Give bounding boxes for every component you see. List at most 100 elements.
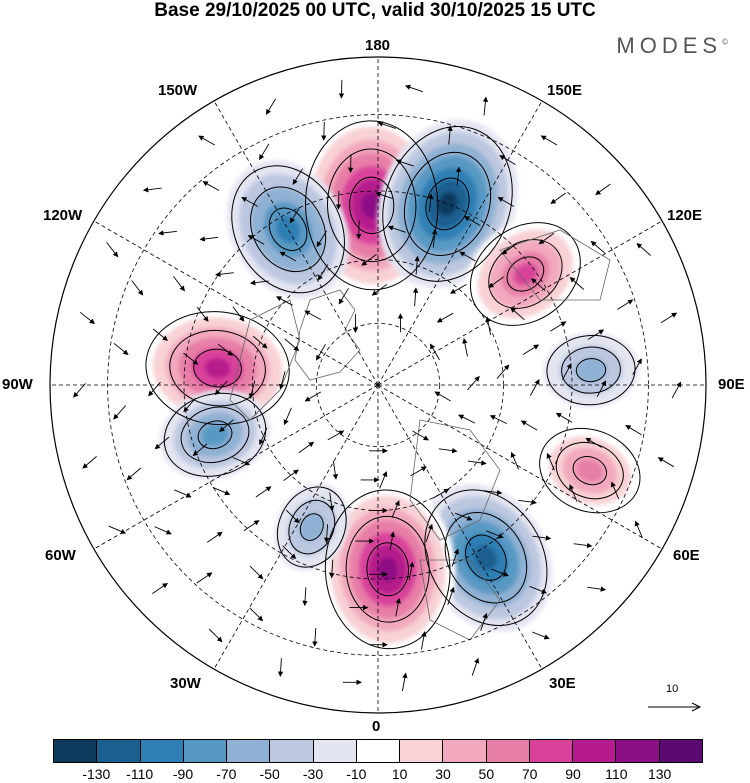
wind-arrow [202, 181, 220, 191]
wind-arrow [485, 316, 492, 335]
wind-arrow [491, 568, 509, 577]
anomaly-level [299, 512, 325, 542]
wind-arrow [632, 358, 642, 376]
colorbar-swatch [443, 740, 487, 762]
wind-arrow [279, 371, 286, 390]
wind-arrow [520, 420, 538, 431]
meridian-line [377, 384, 663, 550]
anomaly-contours [145, 120, 641, 650]
map-title: Base 29/10/2025 00 UTC, valid 30/10/2025… [154, 0, 596, 21]
wind-arrow [538, 232, 555, 245]
wind-arrow [660, 312, 678, 323]
modes-logo: MODES© [616, 33, 728, 59]
wind-arrow [192, 443, 208, 457]
copyright-mark: © [722, 37, 728, 47]
streamline [465, 534, 507, 581]
wind-arrow [174, 489, 192, 498]
colorbar-swatch [400, 740, 444, 762]
wind-arrow [259, 143, 270, 161]
colorbar-swatch [659, 740, 702, 762]
colorbar [53, 739, 703, 763]
wind-arrow [497, 197, 515, 207]
wind-arrow [432, 488, 450, 499]
streamline [382, 125, 513, 282]
lon-label-90w: 90W [2, 376, 33, 393]
wind-arrow [401, 672, 408, 692]
wind-arrow [412, 287, 419, 307]
wind-arrow [532, 535, 552, 541]
wind-arrow [425, 523, 434, 542]
streamline [180, 406, 250, 464]
streamline [546, 334, 636, 406]
wind-arrow [285, 509, 300, 524]
wind-arrow [196, 306, 209, 322]
meridian-line [93, 384, 379, 550]
wind-arrow [283, 469, 299, 481]
meridian-line [93, 220, 379, 386]
wind-arrow [462, 338, 468, 357]
wind-arrow [389, 531, 396, 551]
wind-arrow [335, 190, 342, 210]
wind-arrow [499, 155, 516, 165]
wind-arrow [590, 240, 606, 254]
wind-arrow [573, 542, 593, 549]
meridian-line [377, 100, 543, 386]
latitude-circle [183, 190, 573, 580]
wind-arrow [277, 658, 284, 677]
anomaly-level [474, 545, 497, 570]
wind-arrow [255, 486, 272, 498]
wind-arrow [518, 499, 537, 505]
wind-arrow [316, 344, 326, 361]
latitude-circle [315, 322, 441, 448]
lon-label-30w: 30W [170, 675, 201, 692]
meridian-line [377, 384, 543, 670]
wind-arrow [634, 520, 643, 539]
wind-arrow [73, 383, 86, 398]
wind-arrow [587, 329, 605, 340]
colorbar-swatch [356, 740, 401, 762]
colorbar-tick-label: 70 [521, 766, 538, 782]
wind-arrow [338, 288, 349, 305]
wind-arrow [332, 460, 339, 480]
brand-name: MODES [616, 33, 723, 58]
wind-arrow [434, 391, 451, 402]
wind-arrow [391, 500, 400, 518]
wind-arrow [530, 379, 540, 396]
wind-arrow [431, 228, 438, 248]
wind-arrow [283, 407, 292, 426]
wind-arrow [671, 381, 682, 399]
colorbar-tick-label: -10 [346, 766, 367, 782]
streamline [276, 486, 347, 568]
wind-arrow [276, 296, 293, 306]
latitude-circle [107, 114, 649, 656]
wind-arrow [531, 278, 546, 292]
streamline [288, 499, 336, 555]
wind-arrow [252, 335, 268, 349]
streamline [304, 120, 439, 291]
wind-arrow [450, 284, 467, 294]
lon-label-60w: 60W [45, 547, 76, 564]
colorbar-swatch [183, 740, 228, 762]
wind-arrow [371, 283, 388, 296]
wind-arrow [408, 561, 415, 581]
wind-arrow [610, 481, 620, 500]
wind-arrow [148, 381, 161, 397]
wind-arrow [249, 279, 269, 286]
wind-arrow [82, 456, 97, 469]
streamline [299, 513, 324, 541]
colorbar-tick-label: -90 [172, 766, 194, 782]
colorbar-swatch [270, 740, 314, 762]
streamline [555, 441, 624, 500]
wind-arrow [387, 225, 406, 233]
wind-arrow [249, 565, 264, 580]
wind-arrow [562, 363, 572, 380]
colorbar-tick-label: 110 [605, 766, 628, 782]
meridian-line [213, 384, 379, 670]
wind-arrow [657, 457, 675, 468]
wind-arrow [430, 343, 440, 361]
streamline [539, 427, 641, 514]
wind-arrow [420, 631, 427, 650]
lon-label-0: 0 [372, 718, 381, 735]
anomaly-center [377, 119, 518, 289]
reference-vector-label: 10 [666, 683, 679, 695]
